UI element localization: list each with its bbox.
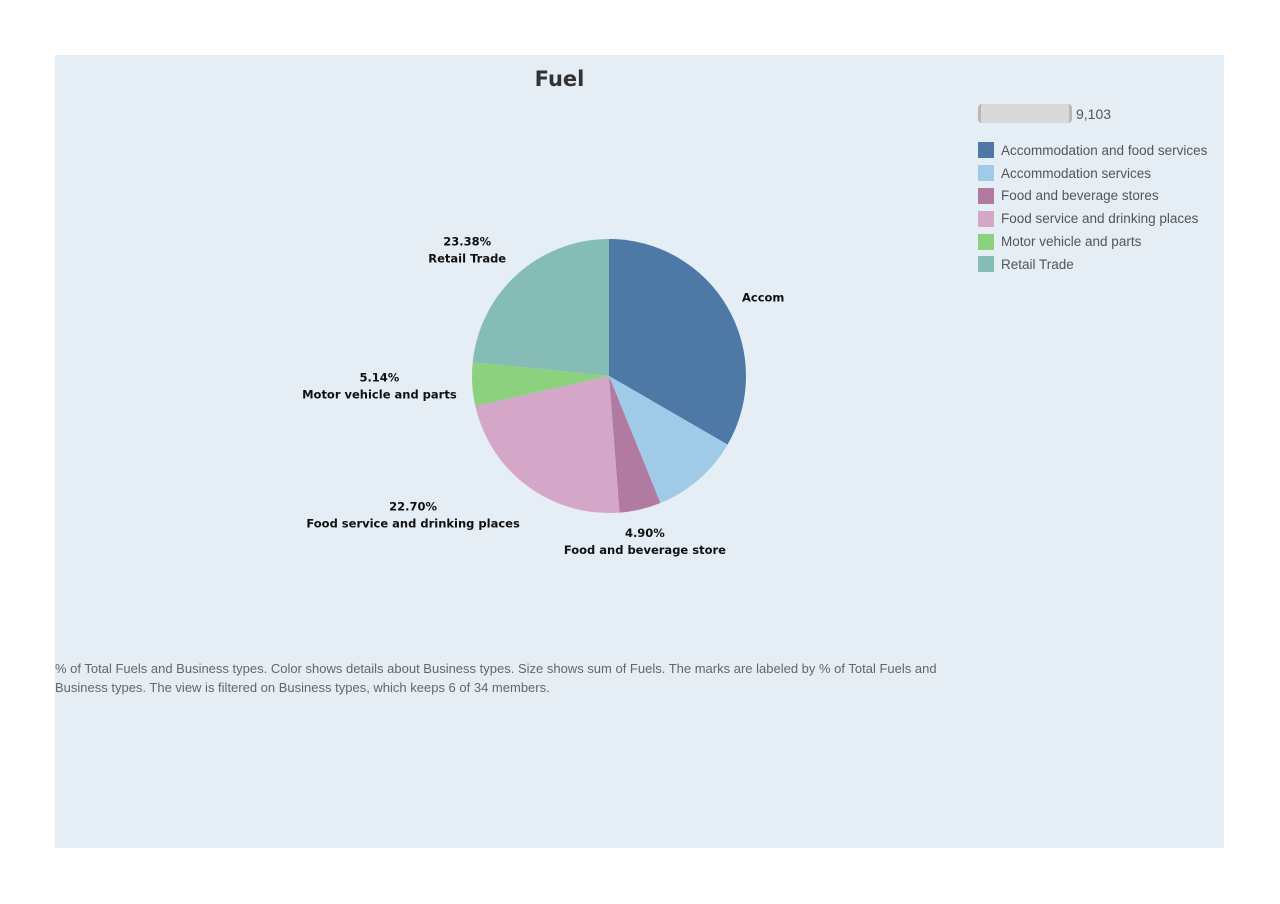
pie-label-name-retail-trade: Retail Trade xyxy=(428,252,506,266)
legend-label: Food and beverage stores xyxy=(1001,188,1159,204)
legend-item-accommodation-services[interactable]: Accommodation services xyxy=(978,162,1207,185)
legend-item-retail-trade[interactable]: Retail Trade xyxy=(978,253,1207,276)
legend-label: Accommodation services xyxy=(1001,165,1152,181)
legend-item-food-and-beverage-stores[interactable]: Food and beverage stores xyxy=(978,185,1207,208)
legend-swatch xyxy=(978,210,994,227)
legend-swatch xyxy=(978,256,994,273)
chart-caption: % of Total Fuels and Business types. Col… xyxy=(55,661,937,695)
pie-slice-motor-vehicle-and-parts[interactable] xyxy=(472,362,609,407)
pie-label-pct-motor-vehicle-and-parts: 5.14% xyxy=(359,370,399,384)
pie-label-pct-food-and-beverage-stores: 4.90% xyxy=(625,526,665,540)
pie-slice-retail-trade[interactable] xyxy=(472,239,609,376)
pie-label-pct-retail-trade: 23.38% xyxy=(443,235,491,249)
legend-item-food-service-and-drinking-places[interactable]: Food service and drinking places xyxy=(978,207,1207,230)
pie-label-pct-food-service-and-drinking-places: 22.70% xyxy=(389,499,437,513)
legend-swatch xyxy=(978,187,994,204)
legend-label: Food service and drinking places xyxy=(1001,211,1199,227)
legend-swatch xyxy=(978,233,994,250)
pie-label-name-food-service-and-drinking-places: Food service and drinking places xyxy=(306,516,520,530)
chart-panel: Fuel Accommo 4.90% Food and beverage store… xyxy=(55,55,1224,848)
pie-label-name-food-and-beverage-stores: Food and beverage store xyxy=(564,543,726,557)
pie-slice-accommodation-and-food-services[interactable] xyxy=(609,239,746,445)
legend-label: Retail Trade xyxy=(1001,256,1074,272)
legend-swatch xyxy=(978,142,994,159)
legend-swatch xyxy=(978,165,994,182)
legend-label: Motor vehicle and parts xyxy=(1001,234,1142,250)
legend-label: Accommodation and food services xyxy=(1001,142,1208,158)
pie-slice-food-service-and-drinking-places[interactable] xyxy=(475,376,620,514)
pie-label-name-motor-vehicle-and-parts: Motor vehicle and parts xyxy=(302,387,457,401)
legend-item-motor-vehicle-and-parts[interactable]: Motor vehicle and parts xyxy=(978,230,1207,253)
legend-item-accommodation-and-food-services[interactable]: Accommodation and food services xyxy=(978,139,1207,162)
pie-slice-accommodation-services[interactable] xyxy=(609,376,728,503)
color-legend: Accommodation and food services Accommoda… xyxy=(978,139,1207,276)
pie-labels: Accommo 4.90% Food and beverage store 22.70… xyxy=(302,235,804,557)
size-legend-bar xyxy=(978,104,1072,123)
chart-title: Fuel xyxy=(534,67,585,91)
pie-slice-food-and-beverage-stores[interactable] xyxy=(609,376,661,513)
pie-slices xyxy=(472,239,746,514)
pie-chart[interactable]: Accommo 4.90% Food and beverage store 22.70… xyxy=(55,55,1224,615)
size-legend-value: 9,103 xyxy=(1076,106,1112,122)
pie-label-name-accommodation-and-food-services: Accommo xyxy=(742,291,804,305)
